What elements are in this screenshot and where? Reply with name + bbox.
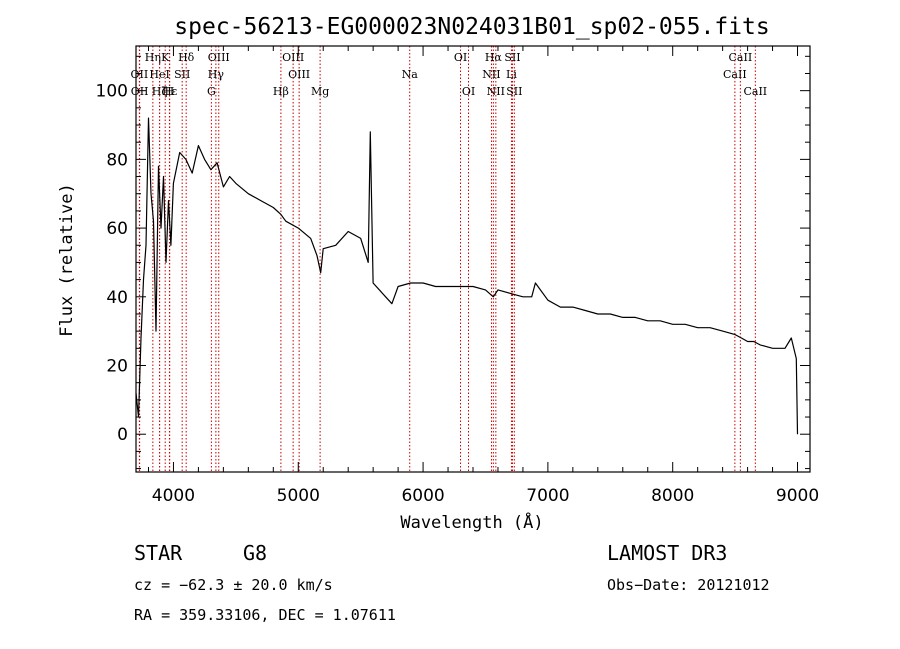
x-tick-label: 7000	[526, 486, 569, 506]
spectral-line-label: HeI	[149, 68, 169, 81]
spectral-line-label: OII	[131, 85, 149, 98]
y-tick-label: 40	[106, 288, 128, 308]
y-tick-label: 80	[106, 150, 128, 170]
x-tick-label: 5000	[277, 486, 320, 506]
y-tick-label: 100	[96, 82, 128, 102]
spectral-line-label: Li	[506, 68, 517, 81]
spectral-line-label: OIII	[208, 51, 230, 64]
spectral-line-label: Hβ	[273, 85, 289, 98]
spectral-line-label: Na	[402, 68, 419, 81]
spectral-line-label: SII	[174, 68, 190, 81]
y-tick-label: 60	[106, 219, 128, 239]
y-axis-label: Flux (relative)	[57, 183, 77, 337]
spectral-line-label: Hζ	[152, 85, 168, 98]
spectral-line-label: Hδ	[178, 51, 195, 64]
y-axis-ticks: 0 20 40 60 80 100	[96, 55, 810, 470]
y-tick-label: 0	[117, 425, 128, 445]
y-tick-label: 20	[106, 357, 128, 377]
spectral-line-label: Hε	[162, 85, 178, 98]
spectral-line-label: CaII	[729, 51, 753, 64]
spectral-line-label: H	[165, 85, 175, 98]
spectral-line-label: CaII	[723, 68, 747, 81]
plot-frame	[135, 45, 811, 473]
x-tick-label: 8000	[651, 486, 694, 506]
coordinates: RA = 359.33106, DEC = 1.07611	[134, 606, 396, 624]
spectral-line-label: G	[207, 85, 216, 98]
spectral-line-label: OI	[462, 85, 475, 98]
object-class: STAR	[134, 541, 183, 565]
spectral-line-label: K	[161, 51, 170, 64]
spectral-line-label: OII	[131, 68, 149, 81]
spectral-line-label: OI	[454, 51, 467, 64]
x-tick-label: 6000	[401, 486, 444, 506]
x-axis-ticks: 4000 5000 6000 7000 8000 9000	[147, 46, 819, 506]
obs-date: Obs−Date: 20121012	[607, 576, 770, 594]
spectral-line-label: SII	[504, 51, 520, 64]
spectral-line-label: CaII	[743, 85, 767, 98]
spectral-line-label: Mg	[311, 85, 329, 98]
spectral-line-label: OIII	[288, 68, 310, 81]
spectral-line-label: NII	[482, 68, 500, 81]
spectrum-line	[135, 117, 799, 435]
chart-title: spec-56213-EG000023N024031B01_sp02-055.f…	[174, 14, 769, 40]
redshift-readout: cz = −62.3 ± 20.0 km/s	[134, 576, 333, 594]
x-tick-label: 9000	[776, 486, 819, 506]
spectral-line-label: Hα	[485, 51, 503, 64]
spectral-line-label: NII	[487, 85, 505, 98]
x-axis-label: Wavelength (Å)	[400, 511, 543, 533]
spectral-line-label: Hγ	[208, 68, 225, 81]
survey-name: LAMOST DR3	[607, 541, 727, 565]
spectral-line-markers	[138, 46, 756, 472]
spectral-line-label: OIII	[282, 51, 304, 64]
x-tick-label: 4000	[152, 486, 195, 506]
object-subclass: G8	[243, 541, 267, 565]
spectral-line-label: Hη	[145, 51, 161, 64]
spectral-line-label: SII	[506, 85, 522, 98]
